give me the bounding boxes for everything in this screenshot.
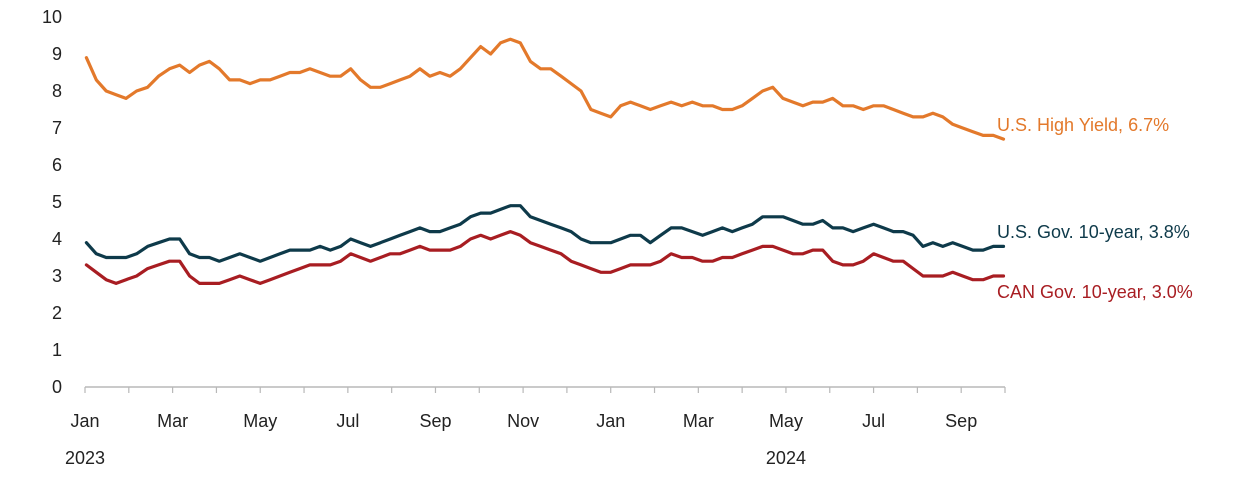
y-tick-label: 2 — [52, 303, 62, 323]
y-axis-ticks: 0 1 2 3 4 5 6 7 8 9 10 — [42, 7, 62, 397]
y-tick-label: 3 — [52, 266, 62, 286]
y-tick-label: 10 — [42, 7, 62, 27]
y-tick-label: 5 — [52, 192, 62, 212]
series-labels: U.S. High Yield, 6.7% U.S. Gov. 10-year, … — [997, 115, 1193, 302]
series-line-1 — [84, 204, 1006, 263]
series-label-0: U.S. High Yield, 6.7% — [997, 115, 1169, 135]
x-year-label: 2024 — [766, 448, 806, 468]
y-tick-label: 6 — [52, 155, 62, 175]
x-year-label: 2023 — [65, 448, 105, 468]
y-tick-label: 8 — [52, 81, 62, 101]
y-tick-label: 1 — [52, 340, 62, 360]
x-tick-label: May — [243, 411, 277, 431]
x-tick-label: Jan — [70, 411, 99, 431]
x-tick-label: Mar — [157, 411, 188, 431]
x-tick-label: Jan — [596, 411, 625, 431]
x-tick-label: Mar — [683, 411, 714, 431]
y-tick-label: 4 — [52, 229, 62, 249]
y-tick-label: 9 — [52, 44, 62, 64]
x-tick-label: May — [769, 411, 803, 431]
x-tick-label: Nov — [507, 411, 539, 431]
y-tick-label: 7 — [52, 118, 62, 138]
x-tick-label: Sep — [419, 411, 451, 431]
x-axis-ticks: Jan Mar May Jul Sep Nov Jan Mar May Jul Sep 2023 202… — [65, 387, 1006, 468]
series-line-2 — [84, 230, 1006, 285]
x-tick-label: Jul — [336, 411, 359, 431]
series-label-2: CAN Gov. 10-year, 3.0% — [997, 282, 1193, 302]
x-tick-label: Sep — [945, 411, 977, 431]
y-tick-label: 0 — [52, 377, 62, 397]
x-tick-label: Jul — [862, 411, 885, 431]
series-lines — [84, 37, 1006, 285]
series-label-1: U.S. Gov. 10-year, 3.8% — [997, 222, 1190, 242]
series-line-0 — [84, 37, 1006, 141]
